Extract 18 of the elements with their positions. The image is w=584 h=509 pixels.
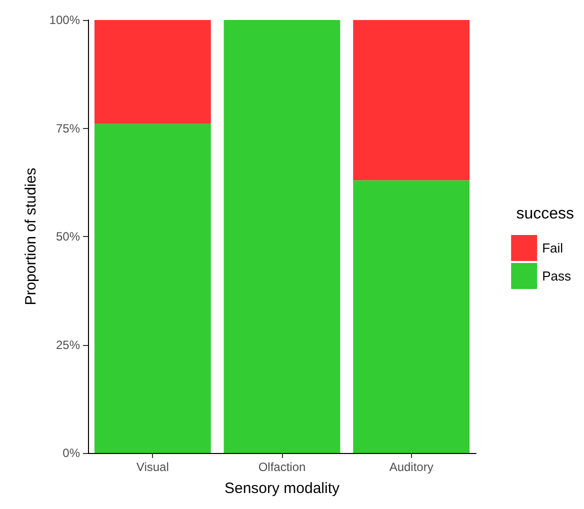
bar — [353, 180, 470, 453]
bar — [353, 20, 470, 180]
y-tick-label: 0% — [62, 446, 80, 460]
legend-label: Fail — [542, 240, 564, 256]
y-tick-label: 50% — [56, 230, 80, 244]
x-tick-label: Olfaction — [258, 460, 306, 474]
bar — [224, 20, 340, 453]
bar — [94, 20, 211, 124]
legend-title: success — [516, 206, 574, 222]
y-axis-title: Proportion of studies — [22, 168, 40, 306]
y-tick-label: 75% — [56, 121, 80, 136]
legend-label: Pass — [542, 268, 572, 284]
x-tick-label: Auditory — [389, 460, 434, 474]
x-tick-label: Visual — [136, 460, 169, 474]
y-tick-label: 25% — [56, 338, 80, 352]
y-tick-label: 100% — [49, 13, 80, 27]
x-axis-title: Sensory modality — [224, 480, 340, 497]
bar — [94, 124, 211, 453]
